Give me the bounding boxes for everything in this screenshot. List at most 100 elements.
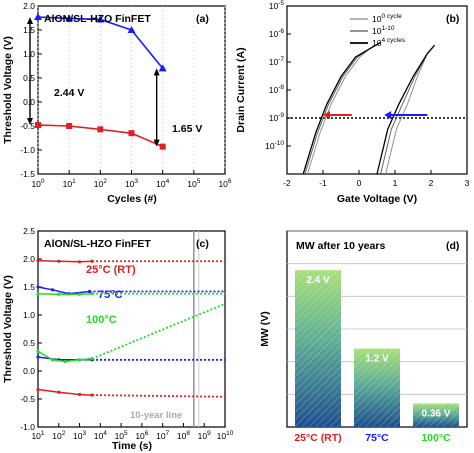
panel-b-arrow-red-head [323, 111, 330, 119]
panel-c: 101 102 103 104 105 106 107 108 109 1010 -1.0 -0.5 0… [2, 226, 234, 452]
panel-a-ytick-label: -0.5 [20, 121, 35, 131]
panel-a-point [97, 126, 104, 133]
panel-c-xlabel: Time (s) [112, 440, 152, 452]
panel-a-xtick-label: 104 [156, 178, 169, 189]
panel-a-point [128, 130, 135, 137]
panel-c-xtick-label: 104 [94, 430, 107, 441]
panel-c-xtick-label: 106 [135, 430, 148, 441]
panel-b-curve-right [380, 44, 435, 175]
panel-c-point [77, 358, 82, 362]
panel-b-ytick-label: 10-7 [269, 56, 285, 67]
panel-b-curve-left [307, 42, 381, 175]
panel-b-curve-left [302, 41, 381, 175]
panel-a-point [66, 123, 73, 129]
panel-d-value-label: 2.4 V [306, 275, 330, 286]
panel-c-point [36, 355, 40, 359]
panel-b-xtick-label: 3 [465, 178, 470, 188]
panel-c-point [77, 260, 82, 264]
panel-b-xtick-label: 2 [429, 178, 434, 188]
panel-c-point [57, 292, 61, 296]
panel-a-annotation-2: 1.65 V [172, 123, 202, 135]
panel-a-point [65, 14, 74, 22]
panel-c-ytick-label: 1.0 [23, 310, 35, 320]
panel-b: -2 -1 0 1 2 3 10-10 10-9 10-8 10-7 10-6 10-5 100 cy… [235, 0, 470, 205]
panel-a-xtick-label: 100 [31, 178, 44, 189]
panel-a-ytick-label: 1.0 [23, 49, 35, 59]
panel-c-annotation: 10-year line [130, 410, 182, 421]
panel-b-xtick-label: 0 [357, 178, 362, 188]
panel-a-arrow-1-head [27, 118, 33, 126]
panel-a-label: (a) [196, 13, 209, 25]
panel-a-arrow-1-head [27, 17, 33, 25]
panel-d-bar-hatch [295, 270, 341, 427]
panel-d-value-label: 0.36 V [422, 408, 451, 419]
panel-c-series-high [37, 292, 93, 296]
panel-d-ylabel: MW (V) [259, 311, 271, 347]
panel-c-point [50, 288, 55, 292]
panel-b-xlabel: Gate Voltage (V) [337, 193, 417, 205]
panel-a-ylabel: Threshold Voltage (V) [2, 36, 14, 144]
panel-a-xlabel: Cycles (#) [107, 193, 157, 205]
panel-a-arrow-2-head [153, 68, 160, 76]
panel-b-legend-item: 101-10 [372, 25, 395, 36]
panel-d-label: (d) [446, 240, 459, 252]
panel-a-ytick-label: 0.5 [23, 73, 35, 83]
panel-c-point [57, 390, 61, 394]
panel-c-temperature-label: 100°C [86, 314, 117, 326]
panel-c-xtick-label: 103 [73, 430, 86, 441]
panel-a-point [158, 64, 167, 72]
panel-c-ytick-label: 0.5 [23, 338, 35, 348]
panel-c-point [36, 285, 40, 289]
panel-a-ytick-label: -1.0 [20, 145, 35, 155]
panel-a-ytick-label: 1.5 [23, 25, 35, 35]
panel-c-ytick-label: 2.5 [23, 226, 35, 236]
panel-a-xtick-label: 106 [218, 178, 231, 189]
panel-b-ytick-label: 10-10 [265, 140, 284, 151]
panel-c-ytick-label: 0.0 [23, 366, 35, 376]
panel-c-series-high [37, 286, 90, 295]
panel-d-bar-hatch [413, 403, 459, 427]
panel-a-xtick-label: 103 [125, 178, 138, 189]
panel-b-ylabel: Drain Current (A) [235, 47, 247, 132]
panel-a-annotation-1: 2.44 V [54, 87, 84, 99]
panel-b-curve-right [385, 44, 435, 175]
panel-c-ytick-label: 1.5 [23, 282, 35, 292]
panel-c-temperature-label: 25°C (RT) [86, 264, 136, 276]
panel-b-curve-left [304, 42, 381, 175]
panel-b-xtick-label: -2 [283, 178, 291, 188]
panel-c-point [36, 292, 40, 296]
panel-c-extrapolation-low [91, 302, 226, 360]
panel-a-xtick-label: 102 [94, 178, 107, 189]
panel-d-value-label: 1.2 V [365, 354, 389, 365]
panel-c-xtick-label: 105 [115, 430, 128, 441]
panel-a-point [159, 143, 166, 150]
panel-c-point [57, 259, 61, 263]
panel-c-frame [37, 230, 226, 428]
panel-d-category-label: 75°C [365, 432, 389, 444]
panel-c-point [63, 359, 67, 364]
panel-c-title: AlON/SL-HZO FinFET [44, 238, 151, 250]
panel-b-arrow-blue-head [384, 111, 392, 119]
panel-c-xtick-label: 102 [52, 430, 65, 441]
panel-a-xtick-label: 101 [63, 178, 76, 189]
panel-b-legend-item: 100 cycle [372, 13, 402, 24]
panel-c-extrapolation-low [92, 394, 226, 398]
panel-a-point [34, 13, 42, 21]
panel-c-point [77, 292, 82, 296]
panel-c-label: (c) [196, 238, 209, 250]
panel-c-point [50, 358, 55, 362]
panel-d-category-label: 25°C (RT) [294, 432, 341, 444]
panel-c-ytick-label: -1.0 [20, 422, 35, 432]
panel-a-arrow-2-head [153, 139, 160, 147]
panel-a: 100 101 102 103 104 105 106 -1.5 -1.0 -0.5 0.0 0.5 1… [2, 1, 232, 205]
panel-b-ytick-label: 10-9 [269, 112, 285, 123]
panel-b-ytick-label: 10-8 [269, 84, 285, 95]
panel-c-xtick-label: 108 [177, 430, 190, 441]
panel-b-curve-right [376, 44, 436, 175]
panel-a-xtick-label: 105 [187, 178, 200, 189]
panel-d-category-label: 100°C [421, 432, 451, 444]
panel-a-point [127, 26, 136, 33]
panel-c-series-low [37, 388, 93, 396]
panel-b-ytick-label: 10-5 [269, 0, 285, 11]
